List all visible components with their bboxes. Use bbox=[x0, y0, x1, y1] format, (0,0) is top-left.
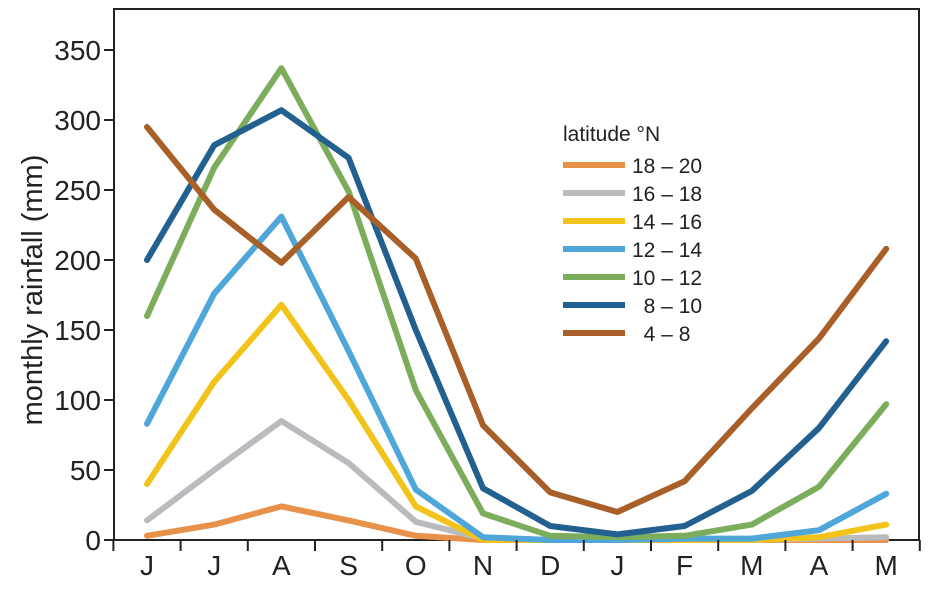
y-tick-label: 50 bbox=[70, 455, 101, 486]
x-tick-label: F bbox=[676, 550, 693, 581]
y-tick-label: 300 bbox=[54, 105, 101, 136]
x-tick-label: J bbox=[207, 550, 221, 581]
y-tick-label: 150 bbox=[54, 315, 101, 346]
y-tick-label: 250 bbox=[54, 175, 101, 206]
y-axis-title: monthly rainfall (mm) bbox=[17, 155, 49, 426]
y-tick-label: 350 bbox=[54, 35, 101, 66]
x-tick-label: M bbox=[875, 550, 898, 581]
series-line-4 bbox=[144, 213, 890, 543]
y-tick-label: 100 bbox=[54, 385, 101, 416]
legend-title: latitude °N bbox=[563, 123, 660, 146]
y-tick-label: 0 bbox=[85, 525, 101, 556]
series-line-5 bbox=[144, 65, 890, 541]
x-tick-label: J bbox=[610, 550, 624, 581]
x-tick-label: A bbox=[272, 550, 291, 581]
x-tick-label: D bbox=[540, 550, 560, 581]
series-line-6 bbox=[144, 107, 890, 538]
legend-label: 18 – 20 bbox=[632, 155, 702, 178]
legend: latitude °N 18 – 20 16 – 18 14 – 16 12 – 14… bbox=[563, 123, 702, 346]
x-tick-label: N bbox=[473, 550, 493, 581]
series-line-7 bbox=[144, 124, 890, 515]
x-tick-label: M bbox=[740, 550, 763, 581]
legend-label: 4 – 8 bbox=[632, 323, 690, 346]
legend-label: 10 – 12 bbox=[632, 267, 702, 290]
y-tick-label: 200 bbox=[54, 245, 101, 276]
x-tick-label: S bbox=[339, 550, 358, 581]
legend-label: 8 – 10 bbox=[632, 295, 702, 318]
legend-label: 16 – 18 bbox=[632, 183, 702, 206]
x-tick-label: A bbox=[810, 550, 829, 581]
legend-label: 12 – 14 bbox=[632, 239, 702, 262]
legend-label: 14 – 16 bbox=[632, 211, 702, 234]
x-tick-label: O bbox=[405, 550, 427, 581]
x-tick-label: J bbox=[140, 550, 154, 581]
